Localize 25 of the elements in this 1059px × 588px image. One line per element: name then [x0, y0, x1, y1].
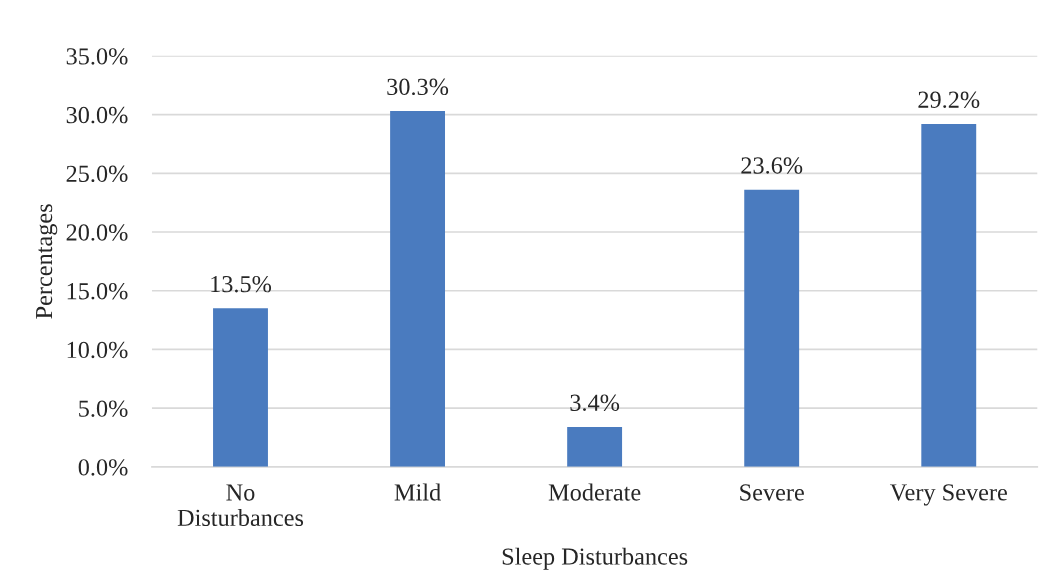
y-tick-label: 10.0% — [67, 341, 128, 359]
y-axis-title: Percentages — [36, 204, 58, 319]
bar — [921, 123, 977, 467]
data-label: 3.4% — [570, 394, 620, 411]
y-tick-label: 0.0% — [78, 459, 128, 476]
y-tick-label: 15.0% — [67, 282, 128, 300]
y-tick-label: 30.0% — [66, 106, 128, 124]
y-tick-label: 20.0% — [66, 224, 128, 241]
x-tick-label: Severe — [740, 484, 804, 501]
x-tick-label: Mild — [394, 483, 441, 501]
x-tick-label: No Disturbances — [177, 484, 304, 527]
bar — [390, 111, 446, 467]
bar — [213, 308, 268, 467]
y-tick-label: 35.0% — [66, 48, 128, 65]
y-tick-label: 5.0% — [79, 400, 128, 417]
data-label: 30.3% — [387, 78, 449, 96]
data-label: 13.5% — [211, 275, 272, 293]
y-tick-label: 25.0% — [66, 165, 128, 183]
data-label: 23.6% — [741, 157, 803, 174]
bar — [567, 426, 623, 467]
bar — [744, 189, 800, 467]
x-tick-label: Moderate — [548, 483, 641, 501]
x-tick-label: Very Severe — [889, 484, 1007, 506]
data-label: 29.2% — [918, 91, 980, 109]
x-axis-title: Sleep Disturbances — [502, 547, 688, 570]
